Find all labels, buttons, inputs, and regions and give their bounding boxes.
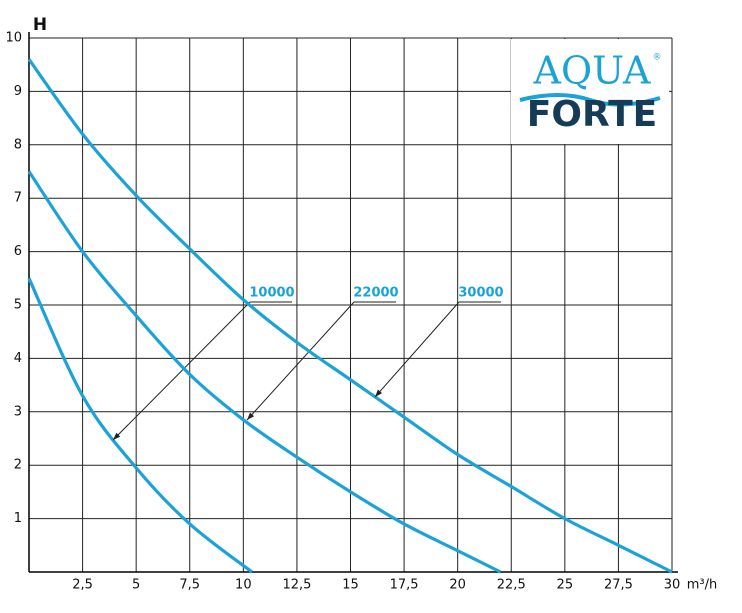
logo-top: AQUA — [533, 49, 651, 93]
x-tick-label: 7,5 — [179, 578, 200, 593]
y-tick-label: 6 — [14, 244, 22, 259]
y-tick-label: 10 — [5, 31, 22, 46]
y-tick-label: 7 — [14, 191, 22, 206]
logo-mark: ® — [653, 53, 662, 63]
label-arrow — [374, 301, 460, 398]
logo-wave — [519, 93, 661, 107]
arrow-head — [247, 412, 255, 420]
x-tick-label: 15 — [342, 578, 359, 593]
y-tick-label: 8 — [14, 137, 22, 152]
x-tick-label: 27,5 — [604, 578, 633, 593]
logo-box — [511, 39, 669, 144]
y-tick-label: 4 — [14, 351, 22, 366]
x-tick-label: 5 — [132, 578, 140, 593]
y-axis-label: H — [33, 15, 47, 35]
curve — [27, 277, 253, 574]
label-arrow — [246, 301, 355, 421]
x-tick-label: 20 — [449, 578, 466, 593]
y-tick-label: 9 — [14, 84, 22, 99]
arrow-head — [113, 432, 121, 440]
x-tick-label: 2,5 — [72, 578, 93, 593]
y-tick-label: 2 — [14, 458, 22, 473]
logo-bottom: FORTE — [527, 94, 657, 135]
x-tick-label: 12,5 — [282, 578, 311, 593]
x-axis-label: m³/h — [687, 578, 718, 593]
series-label: 22000 — [353, 286, 398, 301]
y-tick-label: 1 — [14, 511, 22, 526]
y-tick-label: 5 — [14, 298, 22, 313]
series-label: 10000 — [249, 286, 294, 301]
x-tick-label: 17,5 — [390, 578, 419, 593]
x-tick-label: 25 — [557, 578, 574, 593]
x-tick-label: 30 — [664, 578, 681, 593]
series-label: 30000 — [458, 286, 503, 301]
label-arrow — [112, 301, 251, 441]
x-tick-label: 10 — [235, 578, 252, 593]
y-tick-label: 3 — [14, 404, 22, 419]
curve — [27, 58, 673, 574]
curve — [27, 170, 502, 574]
arrow-head — [375, 389, 383, 397]
x-tick-label: 22,5 — [497, 578, 526, 593]
